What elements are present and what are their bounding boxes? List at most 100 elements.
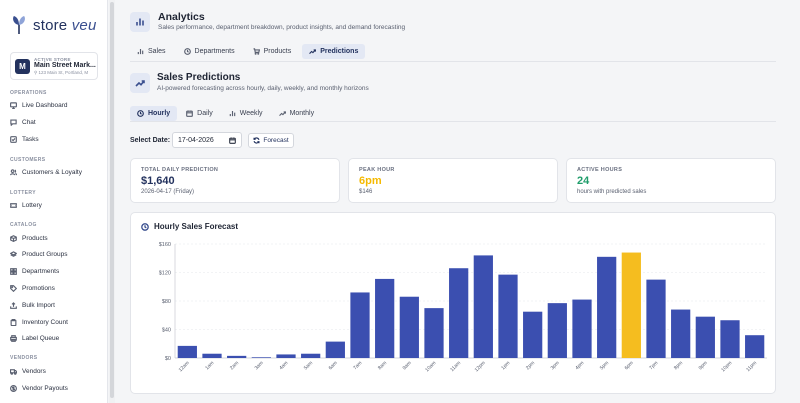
leaf-logo-icon: [13, 16, 25, 34]
subtab-weekly[interactable]: Weekly: [222, 106, 270, 121]
sidebar-item-promotions[interactable]: Promotions: [10, 285, 55, 292]
bar: [523, 311, 543, 358]
bar: [202, 353, 222, 358]
sidebar-item-lottery[interactable]: Lottery: [10, 202, 42, 209]
date-input[interactable]: 17-04-2026: [172, 132, 242, 148]
monitor-icon: [10, 102, 17, 109]
x-tick-label: 7am: [352, 360, 363, 371]
bar: [597, 256, 617, 358]
page-title: Analytics: [158, 11, 205, 23]
brand-name: store veu: [33, 16, 97, 34]
calendar-icon[interactable]: [229, 137, 236, 144]
bar: [572, 299, 592, 358]
sidebar-item-vendor-payouts[interactable]: Vendor Payouts: [10, 385, 68, 392]
x-tick-label: 3pm: [550, 360, 561, 371]
x-tick-label: 5pm: [599, 360, 610, 371]
bar: [276, 354, 296, 358]
dollar-icon: [10, 385, 17, 392]
nav-section-lottery: LOTTERY: [10, 190, 36, 196]
nav-section-vendors: VENDORS: [10, 355, 38, 361]
x-tick-label: 7pm: [648, 360, 659, 371]
bar-chart-icon: [136, 18, 144, 26]
card-value: 6pm: [359, 175, 382, 187]
y-tick-label: $160: [159, 242, 171, 248]
x-tick-label: 8am: [377, 360, 388, 371]
x-tick-label: 3am: [254, 360, 265, 371]
bar: [251, 357, 271, 358]
x-tick-label: 12am: [178, 360, 191, 373]
sidebar-item-products[interactable]: Products: [10, 235, 48, 242]
stat-card-active-hours: ACTIVE HOURS 24 hours with predicted sal…: [566, 158, 776, 203]
analytics-header-icon: [130, 12, 150, 32]
sidebar-scrollbar-thumb[interactable]: [110, 2, 114, 398]
x-tick-label: 9am: [402, 360, 413, 371]
bar: [177, 345, 197, 358]
sidebar-item-customers-loyalty[interactable]: Customers & Loyalty: [10, 169, 82, 176]
store-avatar: M: [15, 58, 30, 74]
sidebar-item-product-groups[interactable]: Product Groups: [10, 251, 68, 258]
check-square-icon: [10, 136, 17, 143]
bar: [350, 292, 370, 358]
sidebar-item-live-dashboard[interactable]: Live Dashboard: [10, 102, 68, 109]
brand-logo[interactable]: store veu: [11, 14, 97, 36]
subtab-daily[interactable]: Daily: [179, 106, 220, 121]
bar-chart-icon: [137, 49, 144, 55]
x-tick-label: 11am: [449, 360, 462, 373]
upload-icon: [10, 302, 17, 309]
y-tick-label: $120: [159, 271, 171, 277]
tab-departments[interactable]: Departments: [177, 44, 242, 59]
chart-title: Hourly Sales Forecast: [141, 222, 238, 231]
bar: [301, 353, 321, 358]
clipboard-icon: [10, 319, 17, 326]
bar: [745, 335, 765, 358]
nav-section-operations: OPERATIONS: [10, 90, 47, 96]
sidebar-item-inventory-count[interactable]: Inventory Count: [10, 319, 68, 326]
users-icon: [10, 169, 17, 176]
grid-icon: [10, 268, 17, 275]
x-tick-label: 4pm: [574, 360, 585, 371]
ticket-icon: [10, 203, 17, 208]
bar: [227, 355, 247, 358]
store-switcher[interactable]: M ACTIVE STORE Main Street Mark... ⚲ 123…: [10, 52, 98, 80]
bar-peak: [621, 252, 641, 358]
sidebar-item-tasks[interactable]: Tasks: [10, 136, 39, 143]
subtabs-divider: [130, 121, 776, 122]
predictions-section-icon: [130, 73, 150, 93]
hourly-sales-chart-card: $0 $40 $80 $120 $160 12am 1am 2am 3am 4am 5am 6am 7a…: [130, 212, 776, 394]
tab-sales[interactable]: Sales: [130, 44, 173, 59]
bar: [399, 296, 419, 358]
trend-icon: [278, 111, 286, 117]
horizon-tabs: Hourly Daily Weekly Monthly: [130, 106, 321, 121]
store-name: Main Street Mark...: [34, 61, 96, 69]
y-tick-label: $40: [162, 328, 171, 334]
chat-icon: [10, 119, 17, 126]
subtab-hourly[interactable]: Hourly: [130, 106, 178, 121]
sidebar-item-label-queue[interactable]: Label Queue: [10, 335, 59, 342]
x-tick-label: 4am: [278, 360, 289, 371]
card-label: ACTIVE HOURS: [577, 167, 623, 173]
calendar-icon: [186, 110, 194, 117]
stat-card-total-daily: TOTAL DAILY PREDICTION $1,640 2026-04-17…: [130, 158, 340, 203]
tab-predictions[interactable]: Predictions: [302, 44, 366, 59]
store-address: ⚲ 123 Main St, Portland, M: [34, 70, 89, 76]
x-tick-label: 2am: [229, 360, 240, 371]
trend-icon: [135, 80, 145, 87]
bar: [375, 278, 395, 358]
box-icon: [10, 235, 17, 242]
sidebar-item-departments[interactable]: Departments: [10, 268, 59, 275]
clock-icon: [183, 48, 191, 55]
card-sub: $146: [359, 189, 373, 195]
subtab-monthly[interactable]: Monthly: [272, 106, 322, 121]
hourly-sales-chart: $0 $40 $80 $120 $160 12am 1am 2am 3am 4am 5am 6am 7a…: [159, 242, 767, 373]
tab-products[interactable]: Products: [246, 44, 299, 59]
forecast-button[interactable]: Forecast: [248, 133, 294, 148]
clock-icon: [137, 110, 144, 117]
section-title: Sales Predictions: [157, 72, 241, 83]
card-value: 24: [577, 175, 590, 187]
x-tick-label: 10pm: [720, 360, 733, 373]
bar: [424, 308, 444, 358]
sidebar-item-chat[interactable]: Chat: [10, 119, 36, 126]
sidebar-item-vendors[interactable]: Vendors: [10, 368, 46, 375]
sidebar-item-bulk-import[interactable]: Bulk Import: [10, 302, 55, 309]
tag-icon: [10, 285, 17, 292]
